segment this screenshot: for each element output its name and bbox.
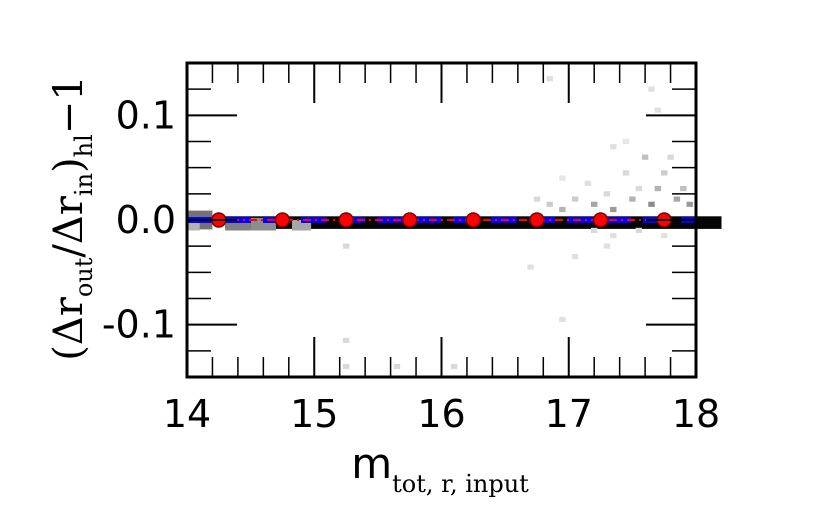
y-axis-label-mid: /Δr (46, 195, 92, 257)
median-point (592, 212, 609, 228)
density-cell (533, 196, 541, 202)
density-cell (635, 227, 642, 233)
density-cell (603, 191, 611, 197)
median-point (529, 212, 545, 228)
density-cell (680, 186, 687, 192)
y-tick-label: -0.1 (102, 303, 176, 347)
x-axis-label-sub: tot, r, input (392, 470, 529, 498)
density-cell (610, 144, 617, 150)
density-cell (342, 337, 350, 343)
density-cell (661, 233, 668, 239)
y-axis-label-open: (Δr (46, 296, 92, 360)
x-axis-label-main: m (351, 439, 392, 488)
x-tick-label: 16 (417, 392, 465, 436)
density-cell (342, 243, 350, 249)
density-cell (667, 154, 674, 160)
density-cell (451, 363, 458, 370)
x-tick-label: 15 (290, 392, 338, 436)
x-tick-label: 17 (545, 392, 593, 436)
median-point (465, 212, 482, 228)
x-tick-label: 14 (163, 392, 211, 436)
tick-labels: 14 15 16 17 18 0.1 0.0 -0.1 (102, 93, 720, 436)
density-cell (603, 243, 611, 249)
density-cell (559, 206, 566, 213)
density-cell (559, 316, 566, 322)
density-cell (571, 196, 579, 202)
density-cell (546, 201, 553, 207)
median-point (401, 212, 418, 228)
y-tick-label: 0.0 (116, 198, 176, 242)
density-cell (527, 264, 534, 270)
density-cell (648, 201, 655, 207)
density-cell (648, 86, 655, 92)
density-cell (654, 186, 661, 192)
density-cell (591, 227, 598, 233)
median-point (338, 212, 354, 228)
density-cell (292, 220, 312, 231)
plot-frame (185, 61, 698, 379)
density-cell (342, 363, 350, 370)
y-axis-label: (Δrout/Δrin)hl−1 (46, 75, 98, 361)
y-axis-label-close: ) (46, 157, 92, 173)
density-cell (641, 154, 649, 160)
x-tick-label: 18 (672, 392, 720, 436)
y-axis-label-sub-in: in (70, 173, 98, 196)
y-axis-label-tail: −1 (46, 75, 92, 134)
density-cell (546, 76, 553, 82)
density-cell (654, 107, 661, 113)
x-axis-label: mtot, r, input (351, 439, 529, 498)
density-cell (686, 201, 693, 207)
y-tick-label: 0.1 (116, 93, 176, 137)
density-cell (622, 138, 630, 145)
density-cell (635, 186, 642, 192)
density-cell (661, 170, 668, 176)
median-point (274, 212, 291, 228)
density-cell (559, 175, 566, 181)
density-cell (629, 196, 636, 202)
density-cell (393, 363, 401, 370)
density-cell (591, 201, 598, 207)
density-cell (610, 233, 617, 239)
y-axis-label-sub-hl: hl (70, 134, 98, 157)
density-cell (673, 196, 681, 202)
density-cell (187, 220, 200, 231)
density-cell (571, 254, 579, 260)
density-cell (622, 170, 630, 176)
y-axis-label-sub-out: out (70, 257, 98, 297)
density-cell (610, 206, 617, 213)
density-cell (584, 180, 592, 186)
